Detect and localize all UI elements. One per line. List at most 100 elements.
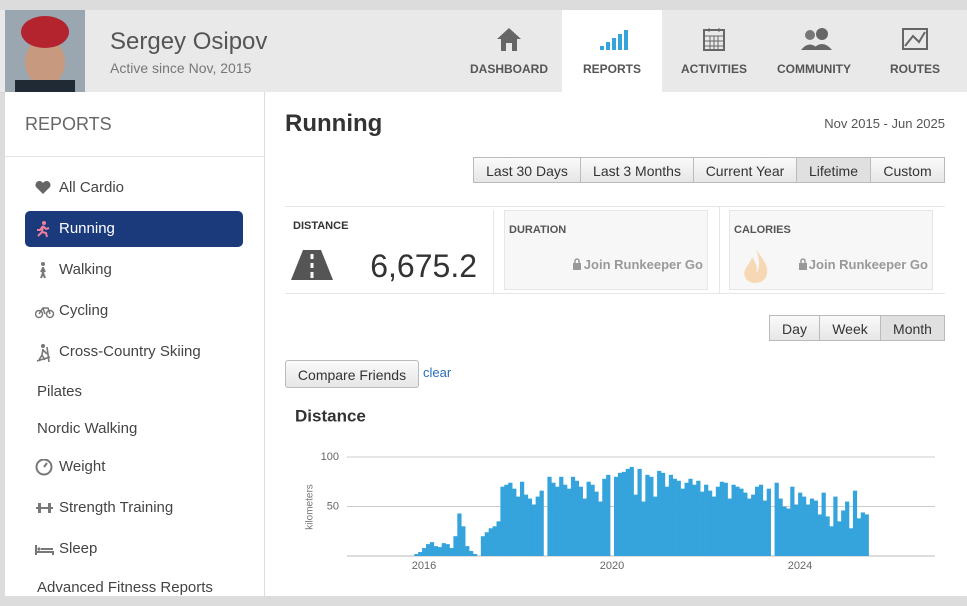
bar	[574, 480, 580, 556]
bar	[519, 481, 525, 556]
sidebar-item[interactable]: All Cardio	[25, 170, 243, 206]
stat-note: Join Runkeeper Go	[583, 257, 703, 272]
sidebar-label: Weight	[59, 458, 106, 475]
bar	[606, 474, 611, 556]
sidebar-label: Nordic Walking	[37, 420, 138, 437]
bar	[547, 476, 552, 556]
nav-label: ACTIVITIES	[680, 62, 747, 76]
sidebar-item[interactable]: Nordic Walking	[25, 411, 243, 447]
toggle-button[interactable]: Day	[769, 315, 820, 341]
bar	[465, 546, 470, 556]
bar	[711, 496, 717, 556]
toggle-button[interactable]: Last 30 Days	[473, 157, 581, 183]
chart: Distance kilometers 50 100 2016 2020 2024	[295, 406, 935, 572]
bar	[801, 496, 807, 556]
user-since: Active since Nov, 2015	[110, 60, 252, 76]
bar	[852, 490, 858, 556]
bar	[790, 486, 795, 556]
bar	[453, 536, 458, 556]
compare-button[interactable]: Compare Friends	[285, 360, 419, 388]
bar	[747, 498, 752, 556]
sidebar-icon	[35, 180, 51, 194]
nav-tab[interactable]: COMMUNITY	[764, 10, 864, 92]
toggle-button[interactable]: Last 3 Months	[580, 157, 694, 183]
bar	[582, 498, 587, 556]
nav-tab[interactable]: ROUTES	[865, 10, 965, 92]
bar	[798, 492, 803, 556]
bar	[719, 481, 724, 556]
bar	[602, 478, 607, 556]
stat-calories: CALORIES Join Runkeeper Go	[729, 210, 933, 290]
bar	[833, 496, 838, 556]
toggle-button[interactable]: Current Year	[693, 157, 797, 183]
sidebar-item[interactable]: Cycling	[25, 293, 243, 329]
bar	[539, 490, 544, 556]
bar	[704, 484, 709, 556]
bar	[845, 501, 850, 556]
bar	[782, 506, 787, 556]
bar	[684, 482, 689, 556]
nav-tab-active[interactable]: REPORTS	[562, 10, 662, 92]
bar	[680, 488, 685, 556]
sidebar-item[interactable]: Cross-Country Skiing	[25, 334, 243, 370]
bar	[496, 521, 501, 556]
bar	[566, 488, 572, 556]
sidebar-icon	[35, 545, 54, 555]
divider	[5, 156, 264, 157]
toggle-button[interactable]: Custom	[870, 157, 945, 183]
bar	[586, 481, 591, 556]
sidebar-item[interactable]: Pilates	[25, 374, 243, 410]
nav-label: COMMUNITY	[777, 62, 851, 76]
sidebar-item[interactable]: Weight	[25, 449, 243, 485]
bar	[637, 468, 642, 556]
nav-label: DASHBOARD	[470, 62, 548, 76]
bar	[758, 484, 764, 556]
bar	[441, 543, 446, 556]
clear-link[interactable]: clear	[423, 365, 452, 380]
bar	[617, 472, 623, 556]
bar	[754, 486, 760, 556]
bar	[504, 484, 509, 556]
sidebar-item[interactable]: Strength Training	[25, 490, 243, 526]
granularity-buttons: Day Week Month	[769, 315, 945, 341]
bar	[625, 468, 630, 556]
stat-distance: DISTANCE 6,675.2	[285, 210, 494, 294]
bar	[598, 501, 603, 556]
toggle-button-active[interactable]: Month	[880, 315, 945, 341]
sidebar-icon	[40, 262, 46, 279]
sidebar-item[interactable]: Sleep	[25, 531, 243, 567]
nav-tab[interactable]: ACTIVITIES	[664, 10, 764, 92]
bar	[860, 512, 865, 556]
bar	[645, 474, 650, 556]
sidebar-label: Strength Training	[59, 499, 174, 516]
bar	[657, 470, 662, 556]
bar	[418, 552, 423, 556]
bar	[523, 494, 529, 556]
bar	[837, 521, 842, 556]
sidebar-title: REPORTS	[25, 114, 112, 134]
bar	[480, 536, 486, 556]
sidebar-item[interactable]: Advanced Fitness Reports	[25, 570, 243, 606]
bar	[563, 484, 568, 556]
header: Sergey Osipov Active since Nov, 2015 DAS…	[0, 10, 967, 93]
bar	[809, 498, 815, 556]
bar	[535, 496, 540, 556]
toggle-button[interactable]: Week	[819, 315, 881, 341]
sidebar-item-active[interactable]: Running	[25, 211, 243, 247]
bar	[629, 466, 634, 556]
bar	[817, 514, 822, 556]
stat-label: DISTANCE	[293, 220, 349, 232]
sidebar-label: Sleep	[59, 540, 98, 557]
bar	[527, 498, 533, 556]
bar	[649, 476, 654, 556]
toggle-button-active[interactable]: Lifetime	[796, 157, 871, 183]
bar	[735, 486, 740, 556]
sidebar-item[interactable]: Walking	[25, 252, 243, 288]
bar	[825, 516, 830, 556]
sidebar-icon	[35, 459, 53, 476]
bar	[555, 486, 560, 556]
bar	[813, 500, 818, 556]
nav-tab[interactable]: DASHBOARD	[459, 10, 559, 92]
bar	[762, 500, 768, 556]
bar	[715, 486, 721, 556]
